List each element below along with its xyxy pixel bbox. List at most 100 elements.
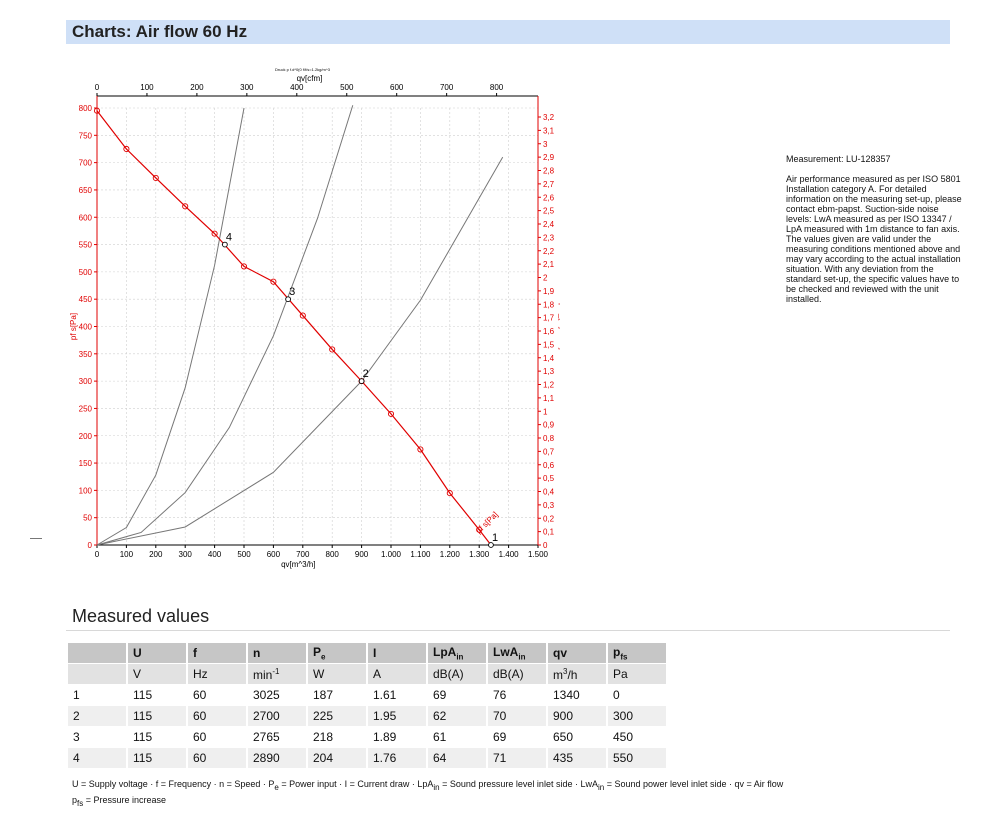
system-curve: [96, 105, 354, 546]
x-tick-label: 1.300: [469, 550, 490, 559]
section-header-bar: Charts: Air flow 60 Hz: [66, 20, 950, 44]
x2-tick-label: 800: [490, 83, 504, 92]
operating-point-label: 3: [289, 286, 295, 298]
y2-tick-label: 1,1: [543, 394, 555, 403]
table-cell: 2765: [248, 727, 306, 747]
table-cell: 1340: [548, 685, 606, 705]
y-tick-label: 500: [79, 268, 93, 277]
y-tick-label: 150: [79, 459, 93, 468]
y2-tick-label: 2,7: [543, 180, 555, 189]
x-tick-label: 300: [179, 550, 193, 559]
x2-tick-label: 700: [440, 83, 454, 92]
table-header-cell: n: [248, 643, 306, 663]
system-curve: [96, 156, 504, 546]
fan-curve-marker: [123, 145, 130, 153]
table-unit-cell: m3/h: [548, 664, 606, 684]
table-unit-cell: Pa: [608, 664, 666, 684]
y2-tick-label: 1,6: [543, 327, 555, 336]
table-cell: 115: [128, 685, 186, 705]
operating-point-marker: [488, 542, 494, 548]
y2-tick-label: 0,7: [543, 447, 555, 456]
table-cell: 2890: [248, 748, 306, 768]
fan-curve-marker: [476, 526, 483, 533]
table-cell: 115: [128, 727, 186, 747]
operating-point-marker: [358, 378, 365, 384]
table-unit-cell: [68, 664, 126, 684]
table-cell: 60: [188, 727, 246, 747]
fan-curve-marker: [152, 174, 159, 181]
legend-line-2: pfs = Pressure increase: [72, 794, 167, 808]
x-tick-label: 1.400: [499, 550, 520, 559]
y2-tick-label: 2,6: [543, 193, 555, 202]
table-cell: 115: [128, 748, 186, 768]
table-cell: 76: [488, 685, 546, 705]
x2-tick-label: 500: [340, 83, 354, 92]
table-unit-cell: dB(A): [428, 664, 486, 684]
table-row: 1 115 60 3025 187 1.61 69 76 1340 0: [68, 685, 666, 705]
abbreviation-legend: U = Supply voltage · f = Frequency · n =…: [72, 778, 783, 810]
table-cell: 60: [188, 706, 246, 726]
y2-tick-label: 1,3: [543, 367, 555, 376]
fan-curve-marker: [446, 490, 453, 497]
y-tick-label: 600: [79, 213, 93, 222]
table-cell: 435: [548, 748, 606, 768]
table-cell: 60: [188, 748, 246, 768]
x2-axis-label: qv[cfm]: [297, 74, 323, 83]
table-unit-cell: Hz: [188, 664, 246, 684]
table-cell: 2700: [248, 706, 306, 726]
y2-tick-label: 0,8: [543, 434, 555, 443]
y2-tick-label: 2,2: [543, 247, 555, 256]
table-cell: 218: [308, 727, 366, 747]
y2-tick-label: 1,5: [543, 340, 555, 349]
x-tick-label: 0: [95, 550, 100, 559]
table-cell: 70: [488, 706, 546, 726]
table-header-cell: LpAin: [428, 643, 486, 663]
table-cell: 650: [548, 727, 606, 747]
y2-tick-label: 3: [543, 140, 548, 149]
y-tick-label: 400: [79, 323, 93, 332]
table-cell: 900: [548, 706, 606, 726]
fan-curve-marker: [182, 203, 189, 210]
legend-line-1: U = Supply voltage · f = Frequency · n =…: [72, 779, 784, 792]
y2-tick-label: 0,1: [543, 528, 555, 537]
table-header-cell: f: [188, 643, 246, 663]
y2-tick-label: 0,9: [543, 421, 555, 430]
margin-dash: [30, 538, 42, 539]
table-row: 2 115 60 2700 225 1.95 62 70 900 300: [68, 706, 666, 726]
x-tick-label: 1.100: [410, 550, 431, 559]
y2-tick-label: 3,1: [543, 126, 555, 135]
x-tick-label: 1.000: [381, 550, 402, 559]
table-cell: 204: [308, 748, 366, 768]
fan-curve-marker: [240, 263, 248, 270]
y-tick-label: 300: [79, 377, 93, 386]
x-tick-label: 200: [149, 550, 163, 559]
x-tick-label: 600: [267, 550, 281, 559]
table-cell: 3: [68, 727, 126, 747]
fan-curve-marker: [329, 346, 336, 353]
table-cell: 450: [608, 727, 666, 747]
y2-tick-label: 2,3: [543, 233, 555, 242]
table-cell: 62: [428, 706, 486, 726]
table-cell: 0: [608, 685, 666, 705]
x2-tick-label: 600: [390, 83, 404, 92]
x2-tick-label: 300: [240, 83, 254, 92]
y-tick-label: 650: [79, 186, 93, 195]
table-header-cell: U: [128, 643, 186, 663]
table-cell: 300: [608, 706, 666, 726]
table-unit-cell: min-1: [248, 664, 306, 684]
table-unit-cell: V: [128, 664, 186, 684]
table-cell: 61: [428, 727, 486, 747]
y-axis-label: pf s[Pa]: [69, 313, 78, 340]
table-unit-cell: W: [308, 664, 366, 684]
y2-tick-label: 2,8: [543, 167, 555, 176]
y-tick-label: 450: [79, 295, 93, 304]
table-cell: 60: [188, 685, 246, 705]
y2-tick-label: 1,8: [543, 300, 555, 309]
x-tick-label: 1.200: [440, 550, 461, 559]
x-axis-label: qv[m^3/h]: [281, 560, 315, 569]
table-cell: 4: [68, 748, 126, 768]
measurement-info: Measurement: LU-128357 Air performance m…: [786, 154, 964, 314]
y2-tick-label: 1,4: [543, 354, 555, 363]
